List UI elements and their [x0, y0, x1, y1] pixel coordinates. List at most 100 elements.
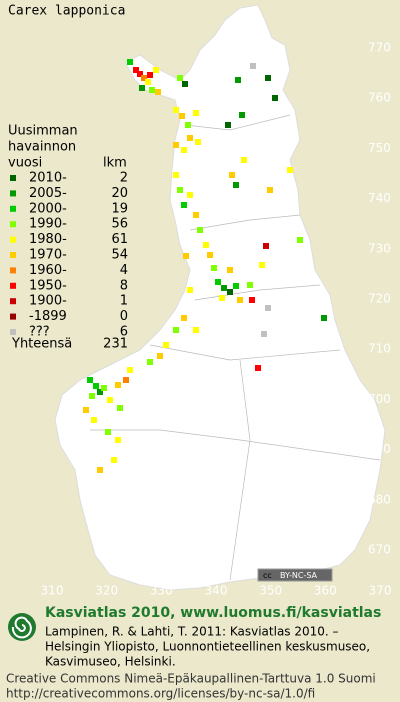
- observation-square: [181, 147, 187, 153]
- license-badge: BY-NC-SA: [280, 571, 318, 580]
- x-tick-label: 310: [41, 584, 64, 598]
- footer-heading: Kasviatlas 2010, www.luomus.fi/kasviatla…: [45, 605, 381, 621]
- x-tick-label: 370: [369, 584, 392, 598]
- y-tick-label: 770: [368, 41, 391, 55]
- observation-square: [173, 107, 179, 113]
- observation-square: [147, 359, 153, 365]
- observation-square: [321, 315, 327, 321]
- observation-square: [141, 75, 147, 81]
- observation-square: [221, 285, 227, 291]
- observation-square: [193, 110, 199, 116]
- observation-square: [123, 377, 129, 383]
- logo: [8, 613, 36, 641]
- observation-square: [187, 135, 193, 141]
- observation-square: [272, 95, 278, 101]
- legend-swatch: [10, 267, 16, 274]
- observation-square: [207, 252, 213, 258]
- legend-count: 20: [111, 186, 128, 201]
- observation-square: [139, 85, 145, 91]
- observation-square: [193, 212, 199, 218]
- observation-square: [239, 112, 245, 118]
- legend-column: vuosi: [8, 156, 42, 171]
- y-tick-label: 670: [368, 543, 391, 557]
- observation-square: [127, 367, 133, 373]
- observation-square: [265, 305, 271, 311]
- observation-square: [111, 457, 117, 463]
- observation-square: [97, 467, 103, 473]
- observation-square: [83, 407, 89, 413]
- observation-square: [287, 167, 293, 173]
- observation-square: [227, 289, 233, 295]
- legend-count: 1: [120, 294, 128, 309]
- total-count: 231: [103, 337, 128, 352]
- y-tick-label: 690: [368, 442, 391, 456]
- legend-label: 1960-: [29, 263, 67, 278]
- y-tick-label: 760: [368, 91, 391, 105]
- observation-square: [203, 242, 209, 248]
- axes: 310 320 330 340 350 360 3706706806907007107207…: [41, 41, 392, 598]
- region-borders: [90, 114, 381, 581]
- citation-line: Helsingin Yliopisto, Luonnontieteellinen…: [45, 640, 370, 654]
- observation-square: [241, 157, 247, 163]
- observation-square: [173, 142, 179, 148]
- observation-square: [235, 77, 241, 83]
- y-tick-label: 710: [368, 342, 391, 356]
- observation-square: [173, 172, 179, 178]
- legend-swatch: [10, 236, 16, 243]
- observation-square: [177, 187, 183, 193]
- legend-swatch: [10, 175, 16, 181]
- observation-square: [219, 295, 225, 301]
- observation-square: [97, 389, 103, 395]
- observation-square: [89, 393, 95, 399]
- observation-square: [93, 383, 99, 389]
- species-title: Carex lapponica: [8, 4, 125, 19]
- observation-square: [259, 262, 265, 268]
- observation-square: [183, 253, 189, 259]
- legend-label: 1970-: [29, 248, 67, 263]
- observation-square: [265, 75, 271, 81]
- total-label: Yhteensä: [11, 337, 72, 352]
- observation-square: [105, 429, 111, 435]
- x-tick-label: 330: [150, 584, 173, 598]
- observation-square: [187, 192, 193, 198]
- observation-square: [261, 331, 267, 337]
- observation-square: [215, 279, 221, 285]
- legend-count: 0: [120, 309, 128, 324]
- observation-square: [297, 237, 303, 243]
- y-tick-label: 730: [368, 241, 391, 255]
- license-line: http://creativecommons.org/licenses/by-n…: [6, 687, 315, 701]
- observation-square: [185, 122, 191, 128]
- citation-line: Kasvimuseo, Helsinki.: [45, 655, 176, 669]
- x-tick-label: 320: [95, 584, 118, 598]
- observation-square: [255, 365, 261, 371]
- legend-count: 61: [111, 232, 128, 247]
- observation-square: [107, 397, 113, 403]
- legend-count: 56: [111, 217, 128, 232]
- legend-column: lkm: [103, 156, 127, 171]
- legend-swatch: [10, 298, 16, 305]
- observation-square: [181, 315, 187, 321]
- y-tick-label: 700: [368, 392, 391, 406]
- observation-square: [157, 353, 163, 359]
- y-tick-label: 680: [368, 492, 391, 506]
- legend-count: 6: [120, 325, 128, 340]
- observation-square: [233, 283, 239, 289]
- license-line: Creative Commons Nimeä-Epäkaupallinen-Ta…: [6, 672, 376, 686]
- y-tick-label: 720: [368, 292, 391, 306]
- legend-label: 1900-: [29, 294, 67, 309]
- observation-square: [193, 327, 199, 333]
- observation-square: [250, 63, 256, 69]
- legend-swatch: [10, 282, 16, 289]
- y-tick-label: 750: [368, 141, 391, 155]
- observation-square: [101, 385, 107, 391]
- legend-count: 8: [120, 278, 128, 293]
- y-tick-label: 740: [368, 191, 391, 205]
- legend-heading: havainnon: [8, 140, 76, 155]
- observation-square: [115, 437, 121, 443]
- observation-square: [237, 297, 243, 303]
- observation-square: [187, 287, 193, 293]
- observation-square: [137, 71, 143, 77]
- observation-square: [211, 265, 217, 271]
